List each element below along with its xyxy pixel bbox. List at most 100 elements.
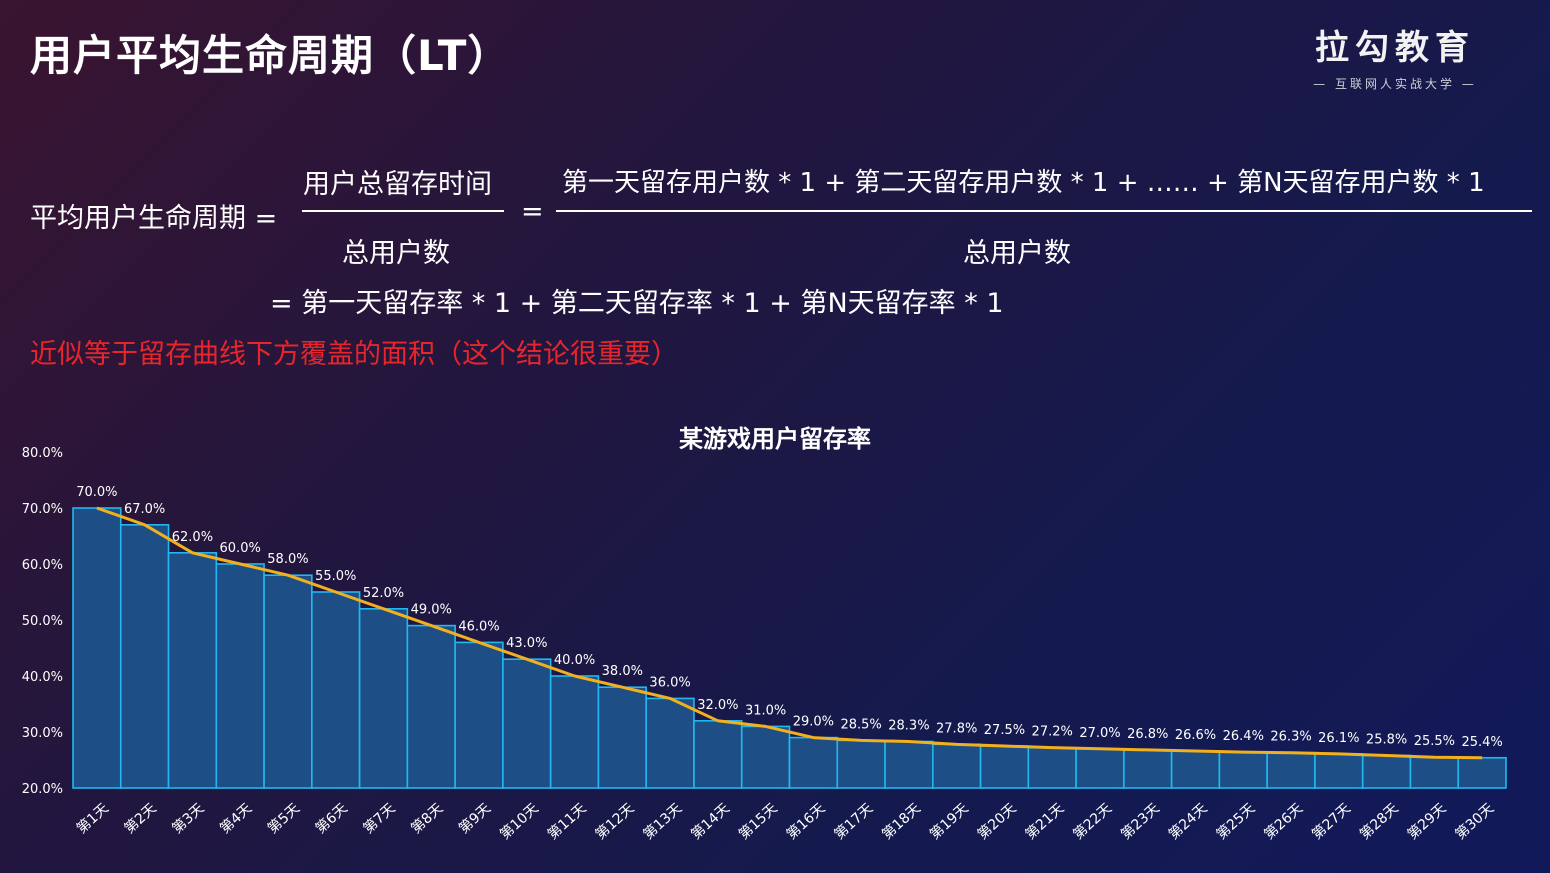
y-tick-label: 70.0%: [22, 502, 63, 517]
data-label: 40.0%: [554, 653, 595, 668]
data-label: 25.5%: [1414, 734, 1455, 749]
fraction2-bar: [556, 210, 1532, 212]
data-label: 27.0%: [1079, 726, 1120, 741]
data-label: 49.0%: [411, 603, 452, 618]
fraction1-numerator: 用户总留存时间: [303, 169, 492, 200]
bar: [1027, 746, 1077, 789]
x-tick-label: 第15天: [735, 800, 780, 843]
x-tick-label: 第21天: [1022, 800, 1067, 843]
data-label: 29.0%: [793, 715, 834, 730]
x-tick-label: 第29天: [1404, 800, 1449, 843]
data-label: 28.3%: [888, 719, 929, 734]
data-label: 70.0%: [76, 485, 117, 500]
data-label: 58.0%: [267, 552, 308, 567]
data-label: 46.0%: [458, 619, 499, 634]
data-label: 27.2%: [1032, 725, 1073, 740]
bar: [740, 725, 791, 789]
x-tick-label: 第8天: [408, 800, 447, 837]
x-tick-label: 第9天: [455, 800, 494, 837]
bar: [1361, 754, 1412, 789]
x-tick-label: 第30天: [1452, 800, 1497, 843]
x-tick-label: 第25天: [1213, 800, 1258, 843]
y-axis: 20.0% 30.0% 40.0% 50.0% 60.0% 70.0% 80.0%: [22, 446, 63, 797]
data-label: 55.0%: [315, 569, 356, 584]
data-label: 62.0%: [172, 530, 213, 545]
fraction1-denominator: 总用户数: [342, 238, 450, 269]
bar: [597, 686, 648, 789]
conclusion-note: 近似等于留存曲线下方覆盖的面积（这个结论很重要）: [30, 339, 678, 370]
x-tick-label: 第2天: [121, 800, 160, 837]
data-label: 26.8%: [1127, 727, 1168, 742]
bar: [884, 740, 934, 789]
bar: [1409, 756, 1460, 789]
brand-logo: 拉勾教育 — 互联网人实战大学 —: [1300, 20, 1490, 92]
data-label: 43.0%: [506, 636, 547, 651]
bar: [836, 739, 886, 789]
bar: [979, 745, 1030, 789]
bar: [119, 524, 170, 789]
x-tick-label: 第20天: [974, 800, 1019, 843]
chart-title: 某游戏用户留存率: [679, 425, 871, 453]
formula-line2: = 第一天留存率 * 1 + 第二天留存率 * 1 + 第N天留存率 * 1: [270, 288, 1004, 319]
data-label: 38.0%: [602, 664, 643, 679]
bar: [645, 697, 695, 789]
x-tick-label: 第23天: [1117, 800, 1162, 843]
bar: [549, 675, 600, 789]
data-label: 26.3%: [1270, 730, 1311, 745]
bar: [502, 658, 552, 789]
x-tick-label: 第13天: [640, 800, 685, 843]
bar-series: [72, 507, 1507, 789]
x-tick-label: 第5天: [264, 800, 303, 837]
logo-text: 拉勾教育: [1315, 28, 1475, 68]
x-tick-label: 第28天: [1356, 800, 1401, 843]
trend-line-path: [96, 506, 1483, 760]
data-label: 31.0%: [745, 703, 786, 718]
page-title: 用户平均生命周期（LT）: [30, 31, 511, 80]
fraction1-bar: [302, 210, 504, 212]
x-tick-label: 第1天: [73, 800, 112, 837]
x-tick-label: 第18天: [879, 800, 924, 843]
data-label: 52.0%: [363, 586, 404, 601]
x-tick-label: 第19天: [926, 800, 971, 843]
data-label: 27.5%: [984, 723, 1025, 738]
bar: [1266, 751, 1316, 789]
data-label: 26.4%: [1223, 729, 1264, 744]
bar: [1218, 751, 1268, 789]
bar: [693, 719, 743, 789]
fraction2-numerator: 第一天留存用户数 * 1 + 第二天留存用户数 * 1 + …… + 第N天留存…: [562, 168, 1485, 198]
bar: [454, 641, 504, 789]
bar: [72, 507, 122, 789]
trend-line: [96, 506, 1483, 760]
formula-equals: =: [521, 196, 544, 227]
x-tick-label: 第26天: [1261, 800, 1306, 843]
bar: [358, 608, 409, 789]
bar: [1170, 750, 1221, 789]
bar: [1075, 747, 1125, 789]
bar: [931, 743, 982, 789]
data-label: 67.0%: [124, 502, 165, 517]
formula-lhs: 平均用户生命周期 =: [30, 203, 278, 234]
data-label: 32.0%: [697, 698, 738, 713]
bar: [167, 552, 218, 789]
bar: [1123, 749, 1173, 789]
data-label: 26.1%: [1318, 731, 1359, 746]
y-tick-label: 20.0%: [22, 782, 63, 797]
bar: [406, 624, 456, 789]
retention-chart: 某游戏用户留存率 20.0% 30.0% 40.0% 50.0% 60.0% 70.0% 8…: [22, 425, 1507, 843]
logo-slogan: — 互联网人实战大学 —: [1313, 77, 1477, 91]
x-tick-label: 第17天: [831, 800, 876, 843]
x-tick-label: 第7天: [360, 800, 399, 837]
data-label: 27.8%: [936, 721, 977, 736]
x-tick-label: 第22天: [1070, 800, 1115, 843]
bar: [1457, 756, 1507, 789]
x-tick-label: 第10天: [496, 800, 541, 843]
y-tick-label: 60.0%: [22, 558, 63, 573]
y-tick-label: 50.0%: [22, 614, 63, 629]
y-tick-label: 30.0%: [22, 726, 63, 741]
x-tick-label: 第3天: [169, 800, 208, 837]
x-tick-label: 第12天: [592, 800, 637, 843]
x-tick-label: 第16天: [783, 800, 828, 843]
data-label: 60.0%: [220, 541, 261, 556]
y-tick-label: 80.0%: [22, 446, 63, 461]
bar: [1314, 753, 1364, 789]
